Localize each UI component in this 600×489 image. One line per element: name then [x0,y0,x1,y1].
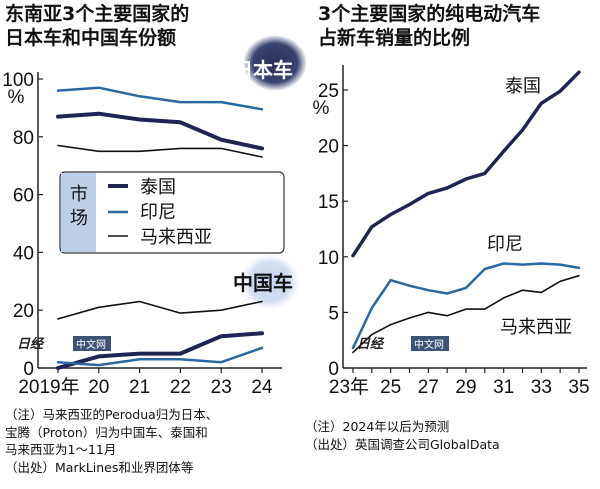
right-title-line-2: 占新车销量的比例 [318,27,471,49]
y-axis-unit: % [313,98,330,119]
left-note-1: （注）马来西亚的Perodua归为日本、 [5,407,219,422]
legend-label-indonesia: 印尼 [140,202,176,223]
legend-title-line-2: 场 [70,208,88,229]
x-tick-label: 27 [418,377,439,398]
legend-label-thailand: 泰国 [140,177,176,198]
watermark-logo: 日经 [357,336,385,352]
left-title-line-2: 日本车和中国车份额 [5,27,177,49]
y-tick-label: 20 [13,301,34,322]
series-line-1 [351,262,581,350]
watermark-badge-text: 中文网 [76,338,106,351]
legend: 市 场 泰国 印尼 马来西亚 [59,171,285,254]
right-notes: （注）2024年以后为预测 （出处）英国调查公司GlobalData [305,418,500,453]
left-chart-title: 东南亚3个主要国家的 日本车和中国车份额 [5,2,189,50]
y-tick-label: 0 [23,359,34,380]
y-tick-label: 15 [318,192,339,213]
series-line-0 [351,70,581,258]
left-source: （出处）MarkLines和业界团体等 [5,459,194,475]
watermark-left: 日经 中文网 [17,336,111,352]
x-tick-label: 29 [455,377,476,398]
series-line-3 [56,331,264,370]
y-tick-label: 10 [318,248,339,269]
japan-car-label: 日本车 [233,58,293,82]
x-tick-label: 22 [170,377,191,398]
legend-title-bg [61,173,96,252]
legend-title-line-1: 市 [70,184,88,205]
right-source: （出处）英国调查公司GlobalData [305,436,500,452]
right-chart-title: 3个主要国家的纯电动汽车 占新车销量的比例 [318,2,540,50]
right-label-thailand: 泰国 [505,76,541,97]
y-tick-label: 20 [318,137,339,158]
y-axis-unit: % [8,87,25,108]
y-tick-label: 80 [13,128,34,149]
y-tick-label: 5 [328,303,339,324]
series-line-1 [56,86,264,111]
series-line-2 [57,144,263,158]
watermark-badge [73,336,111,351]
left-notes: （注）马来西亚的Perodua归为日本、 宝腾（Proton）归为中国车、泰国和… [5,406,218,476]
china-car-label: 中国车 [233,271,293,295]
x-tick-label: 23 [211,377,232,398]
watermark-right: 日经 中文网 [357,336,449,352]
right-note-1: （注）2024年以后为预测 [305,419,450,434]
right-label-indonesia: 印尼 [487,234,523,255]
x-tick-label: 25 [380,377,401,398]
y-tick-label: 40 [13,243,34,264]
watermark-logo: 日经 [17,336,45,352]
x-tick-label: 31 [493,377,514,398]
watermark-badge-text: 中文网 [414,338,444,351]
series-line-0 [56,111,264,151]
series-line-2 [352,274,580,354]
series-line-5 [57,300,263,320]
y-tick-label: 25 [318,81,339,102]
right-label-malaysia: 马来西亚 [500,317,572,338]
japan-car-badge-bg [243,35,307,91]
china-car-badge-bg [240,254,300,310]
y-tick-label: 60 [13,186,34,207]
left-note-2: 宝腾（Proton）归为中国车、泰国和 [5,424,208,440]
legend-box [59,171,285,254]
x-tick-label: 2019年 [18,376,79,398]
y-tick-label: 100 [2,70,34,91]
x-tick-label: 35 [568,377,589,398]
y-tick-label: 0 [328,359,339,380]
legend-label-malaysia: 马来西亚 [140,227,212,248]
right-title-line-1: 3个主要国家的纯电动汽车 [318,3,541,25]
x-tick-label: 21 [129,377,150,398]
x-tick-label: 23年 [329,376,369,398]
left-title-line-1: 东南亚3个主要国家的 [5,3,190,25]
left-note-3: 马来西亚为1～11月 [5,442,117,457]
x-tick-label: 33 [531,377,552,398]
x-tick-label: 24 [251,377,273,398]
x-tick-label: 20 [88,377,109,398]
series-line-4 [56,346,264,367]
watermark-badge [411,336,449,351]
